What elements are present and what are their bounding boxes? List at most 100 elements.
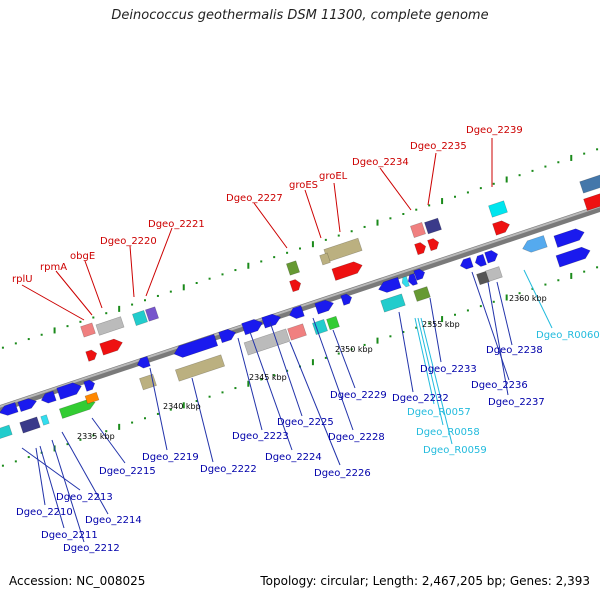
gene-feature[interactable] bbox=[326, 315, 340, 331]
gene-feature[interactable] bbox=[241, 317, 265, 336]
gene-feature[interactable] bbox=[218, 327, 238, 344]
gene-feature[interactable] bbox=[583, 193, 600, 211]
gene-feature[interactable] bbox=[521, 235, 548, 255]
gene-feature[interactable] bbox=[406, 273, 418, 287]
gene-feature[interactable] bbox=[485, 266, 503, 282]
tick-mark bbox=[376, 219, 379, 226]
gene-label-rplU[interactable]: rplU bbox=[12, 274, 33, 285]
gene-feature[interactable] bbox=[377, 276, 402, 294]
gene-feature[interactable] bbox=[132, 310, 148, 326]
gene-label-Dgeo_2236[interactable]: Dgeo_2236 bbox=[471, 380, 528, 391]
kbp-marks: 2335 kbp 2340 kbp 2345 kbp 2350 kbp 2355… bbox=[77, 294, 547, 441]
gene-feature[interactable] bbox=[85, 349, 99, 362]
gene-feature[interactable] bbox=[413, 286, 431, 302]
gene-label-Dgeo_2213[interactable]: Dgeo_2213 bbox=[56, 492, 113, 503]
leader-Dgeo_2238 bbox=[496, 281, 513, 346]
gene-label-Dgeo_2227[interactable]: Dgeo_2227 bbox=[226, 193, 283, 204]
gene-feature[interactable] bbox=[323, 237, 363, 263]
gene-feature[interactable] bbox=[288, 305, 305, 321]
gene-label-obgE[interactable]: obgE bbox=[70, 251, 95, 262]
gene-feature[interactable] bbox=[58, 398, 96, 419]
gene-feature[interactable] bbox=[484, 249, 500, 264]
gene-feature[interactable] bbox=[488, 200, 508, 218]
tick-rows bbox=[1, 148, 599, 467]
gene-feature[interactable] bbox=[19, 416, 41, 434]
gene-feature[interactable] bbox=[95, 316, 125, 336]
gene-feature[interactable] bbox=[56, 381, 84, 400]
gene-feature[interactable] bbox=[289, 278, 303, 293]
gene-label-rpmA[interactable]: rpmA bbox=[40, 262, 67, 273]
gene-feature[interactable] bbox=[553, 227, 586, 248]
gene-feature[interactable] bbox=[340, 293, 354, 306]
gene-feature[interactable] bbox=[424, 217, 442, 235]
gene-label-Dgeo_2223[interactable]: Dgeo_2223 bbox=[232, 431, 289, 442]
tick-mark bbox=[544, 165, 547, 168]
gene-label-Dgeo_2211[interactable]: Dgeo_2211 bbox=[41, 530, 98, 541]
gene-feature[interactable] bbox=[401, 275, 410, 288]
gene-feature[interactable] bbox=[555, 245, 592, 268]
gene-label-Dgeo_2221[interactable]: Dgeo_2221 bbox=[148, 219, 205, 230]
gene-label-Dgeo_2219[interactable]: Dgeo_2219 bbox=[142, 452, 199, 463]
gene-feature[interactable] bbox=[579, 174, 600, 194]
gene-feature[interactable] bbox=[0, 424, 13, 440]
gene-feature[interactable] bbox=[99, 337, 125, 356]
rna-label-Dgeo_R0060[interactable]: Dgeo_R0060 bbox=[536, 330, 600, 341]
gene-label-Dgeo_2215[interactable]: Dgeo_2215 bbox=[99, 466, 156, 477]
tick-mark bbox=[156, 412, 159, 415]
gene-label-Dgeo_2235[interactable]: Dgeo_2235 bbox=[410, 141, 467, 152]
gene-label-Dgeo_2233[interactable]: Dgeo_2233 bbox=[420, 364, 477, 375]
gene-label-Dgeo_2232[interactable]: Dgeo_2232 bbox=[392, 393, 449, 404]
rna-label-Dgeo_R0057[interactable]: Dgeo_R0057 bbox=[407, 407, 471, 418]
gene-label-Dgeo_2237[interactable]: Dgeo_2237 bbox=[488, 397, 545, 408]
gene-label-Dgeo_2229[interactable]: Dgeo_2229 bbox=[330, 390, 387, 401]
leader-Dgeo_2212 bbox=[51, 439, 85, 543]
gene-feature[interactable] bbox=[492, 219, 512, 236]
gene-feature[interactable] bbox=[331, 260, 364, 281]
gene-label-Dgeo_2220[interactable]: Dgeo_2220 bbox=[100, 236, 157, 247]
gene-feature[interactable] bbox=[0, 402, 19, 417]
gene-label-groES[interactable]: groES bbox=[289, 180, 318, 191]
gene-feature[interactable] bbox=[144, 306, 160, 322]
gene-feature[interactable] bbox=[17, 396, 38, 412]
gene-label-Dgeo_2214[interactable]: Dgeo_2214 bbox=[85, 515, 142, 526]
gene-feature[interactable] bbox=[172, 333, 219, 359]
gene-feature[interactable] bbox=[80, 322, 96, 338]
gene-label-Dgeo_2226[interactable]: Dgeo_2226 bbox=[314, 468, 371, 479]
gene-feature[interactable] bbox=[174, 354, 226, 382]
tick-mark bbox=[260, 260, 263, 263]
gene-label-Dgeo_2212[interactable]: Dgeo_2212 bbox=[63, 543, 120, 554]
gene-feature[interactable] bbox=[414, 241, 428, 256]
gene-feature[interactable] bbox=[40, 414, 50, 426]
gene-feature[interactable] bbox=[314, 298, 336, 315]
gene-label-Dgeo_2210[interactable]: Dgeo_2210 bbox=[16, 507, 73, 518]
gene-feature[interactable] bbox=[40, 390, 57, 405]
gene-feature[interactable] bbox=[413, 268, 427, 281]
gene-label-Dgeo_2225[interactable]: Dgeo_2225 bbox=[277, 417, 334, 428]
gene-label-Dgeo_2239[interactable]: Dgeo_2239 bbox=[466, 125, 523, 136]
rna-label-Dgeo_R0058[interactable]: Dgeo_R0058 bbox=[416, 427, 480, 438]
gene-feature[interactable] bbox=[261, 312, 283, 329]
tick-mark bbox=[583, 270, 586, 273]
gene-label-Dgeo_2222[interactable]: Dgeo_2222 bbox=[200, 464, 257, 475]
gene-feature[interactable] bbox=[427, 237, 441, 252]
gene-feature[interactable] bbox=[319, 252, 331, 266]
gene-label-Dgeo_2238[interactable]: Dgeo_2238 bbox=[486, 345, 543, 356]
gene-label-Dgeo_2224[interactable]: Dgeo_2224 bbox=[265, 452, 322, 463]
gene-feature[interactable] bbox=[287, 323, 307, 341]
gene-feature[interactable] bbox=[474, 253, 487, 268]
tick-mark bbox=[27, 456, 30, 459]
gene-label-Dgeo_2228[interactable]: Dgeo_2228 bbox=[328, 432, 385, 443]
gene-feature[interactable] bbox=[312, 319, 328, 335]
gene-feature[interactable] bbox=[285, 260, 301, 276]
gene-feature[interactable] bbox=[476, 270, 490, 286]
gene-feature[interactable] bbox=[84, 391, 100, 405]
tick-mark bbox=[454, 313, 456, 316]
gene-feature[interactable] bbox=[410, 222, 426, 238]
gene-label-Dgeo_2234[interactable]: Dgeo_2234 bbox=[352, 157, 409, 168]
gene-feature[interactable] bbox=[380, 293, 406, 313]
gene-feature[interactable] bbox=[136, 355, 151, 369]
gene-label-groEL[interactable]: groEL bbox=[319, 171, 348, 182]
rna-label-Dgeo_R0059[interactable]: Dgeo_R0059 bbox=[423, 445, 487, 456]
gene-feature[interactable] bbox=[83, 379, 97, 392]
gene-feature[interactable] bbox=[459, 256, 474, 270]
